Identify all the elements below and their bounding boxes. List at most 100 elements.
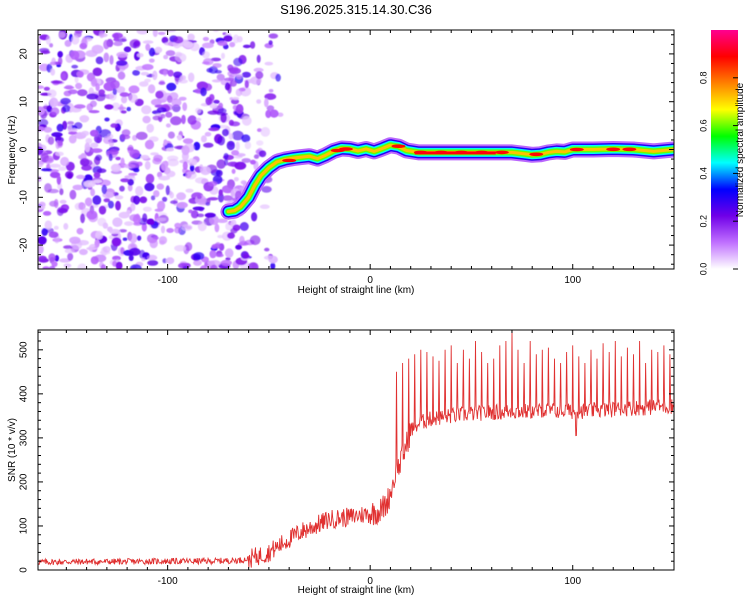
noise-blob xyxy=(277,112,284,117)
noise-blob xyxy=(234,161,247,170)
colorbar-ticks: 0.0 0.2 0.4 0.6 0.8 xyxy=(698,72,738,275)
noise-blob xyxy=(149,238,158,249)
noise-blob xyxy=(132,69,141,76)
noise-blob xyxy=(136,30,149,35)
noise-blob xyxy=(171,98,182,107)
noise-blob xyxy=(59,199,67,204)
noise-blob xyxy=(115,156,121,161)
noise-blob xyxy=(60,97,71,105)
noise-blob xyxy=(117,71,126,80)
noise-blob xyxy=(47,89,57,98)
noise-blob xyxy=(251,212,258,222)
noise-blob xyxy=(118,229,127,233)
noise-blob xyxy=(127,184,133,192)
noise-blob xyxy=(228,133,234,140)
noise-blob xyxy=(71,64,79,69)
noise-blob xyxy=(248,262,259,269)
noise-blob xyxy=(193,252,205,261)
noise-blob xyxy=(92,195,102,206)
noise-blob xyxy=(264,93,277,100)
noise-blob xyxy=(110,123,118,128)
ridge-peak xyxy=(606,147,621,152)
noise-blob xyxy=(95,56,104,65)
noise-blob xyxy=(210,57,221,62)
noise-blob xyxy=(42,211,52,216)
noise-blob xyxy=(266,105,275,111)
ridge-core-band xyxy=(226,143,674,214)
spectrogram-frame xyxy=(37,29,675,270)
noise-blob xyxy=(275,73,281,82)
noise-blob xyxy=(199,164,204,171)
noise-blob xyxy=(63,86,75,90)
ridge-peak xyxy=(529,152,544,157)
y-tick-label: 300 xyxy=(19,429,30,446)
noise-blob xyxy=(256,54,261,64)
noise-blob xyxy=(160,161,168,171)
noise-blob xyxy=(227,83,232,94)
noise-blob xyxy=(227,232,235,239)
noise-blob xyxy=(103,52,110,63)
noise-blob xyxy=(77,89,88,97)
noise-blob xyxy=(128,160,140,169)
noise-blob xyxy=(244,141,252,150)
noise-blob xyxy=(38,85,45,89)
noise-blob xyxy=(152,70,158,81)
noise-blob xyxy=(46,157,54,162)
noise-blob xyxy=(93,172,101,179)
noise-blob xyxy=(268,89,274,93)
noise-blob xyxy=(88,110,100,114)
noise-blob xyxy=(218,102,223,109)
noise-blob xyxy=(140,154,150,160)
noise-blob xyxy=(173,145,185,150)
noise-blob xyxy=(40,50,51,55)
noise-blob xyxy=(260,126,271,137)
noise-blob xyxy=(195,117,202,122)
noise-blob xyxy=(209,260,221,267)
noise-blob xyxy=(56,123,64,132)
noise-blob xyxy=(77,263,88,269)
noise-blob xyxy=(161,36,169,44)
noise-blob xyxy=(109,55,114,65)
noise-blob xyxy=(232,96,240,101)
noise-blob xyxy=(182,138,194,144)
noise-blob xyxy=(207,197,219,201)
noise-blob xyxy=(41,168,53,172)
noise-blob xyxy=(241,116,252,126)
noise-blob xyxy=(84,197,93,207)
noise-blob xyxy=(204,212,216,218)
noise-blob xyxy=(156,183,165,190)
noise-blob xyxy=(97,217,107,227)
ridge-peak xyxy=(494,150,509,155)
noise-blob xyxy=(145,173,155,184)
noise-blob xyxy=(68,134,77,144)
noise-blob xyxy=(256,99,262,104)
noise-blob xyxy=(113,41,123,47)
noise-blob xyxy=(139,249,146,259)
noise-blob xyxy=(163,69,168,77)
noise-blob xyxy=(264,247,270,252)
noise-blob xyxy=(241,71,251,78)
noise-blob xyxy=(91,44,104,54)
noise-blob xyxy=(231,150,240,156)
noise-blob xyxy=(258,150,267,158)
noise-blob xyxy=(155,90,164,99)
noise-blob xyxy=(135,186,144,196)
noise-blob xyxy=(170,116,182,126)
noise-blob xyxy=(162,196,168,202)
noise-blob xyxy=(64,39,72,47)
noise-blob xyxy=(53,225,59,230)
spectrogram-xlabel: Height of straight line (km) xyxy=(298,285,415,296)
noise-blob xyxy=(120,134,131,140)
noise-blob xyxy=(51,261,58,267)
noise-blob xyxy=(217,124,229,129)
noise-blob xyxy=(269,109,279,118)
colorbar-tick-label: 0.2 xyxy=(698,215,708,228)
noise-blob xyxy=(187,115,197,125)
noise-blob xyxy=(124,221,134,227)
noise-blob xyxy=(115,200,121,211)
noise-blob xyxy=(141,105,152,115)
noise-blob xyxy=(103,198,111,203)
noise-blob xyxy=(95,154,102,161)
noise-blob xyxy=(51,132,63,138)
